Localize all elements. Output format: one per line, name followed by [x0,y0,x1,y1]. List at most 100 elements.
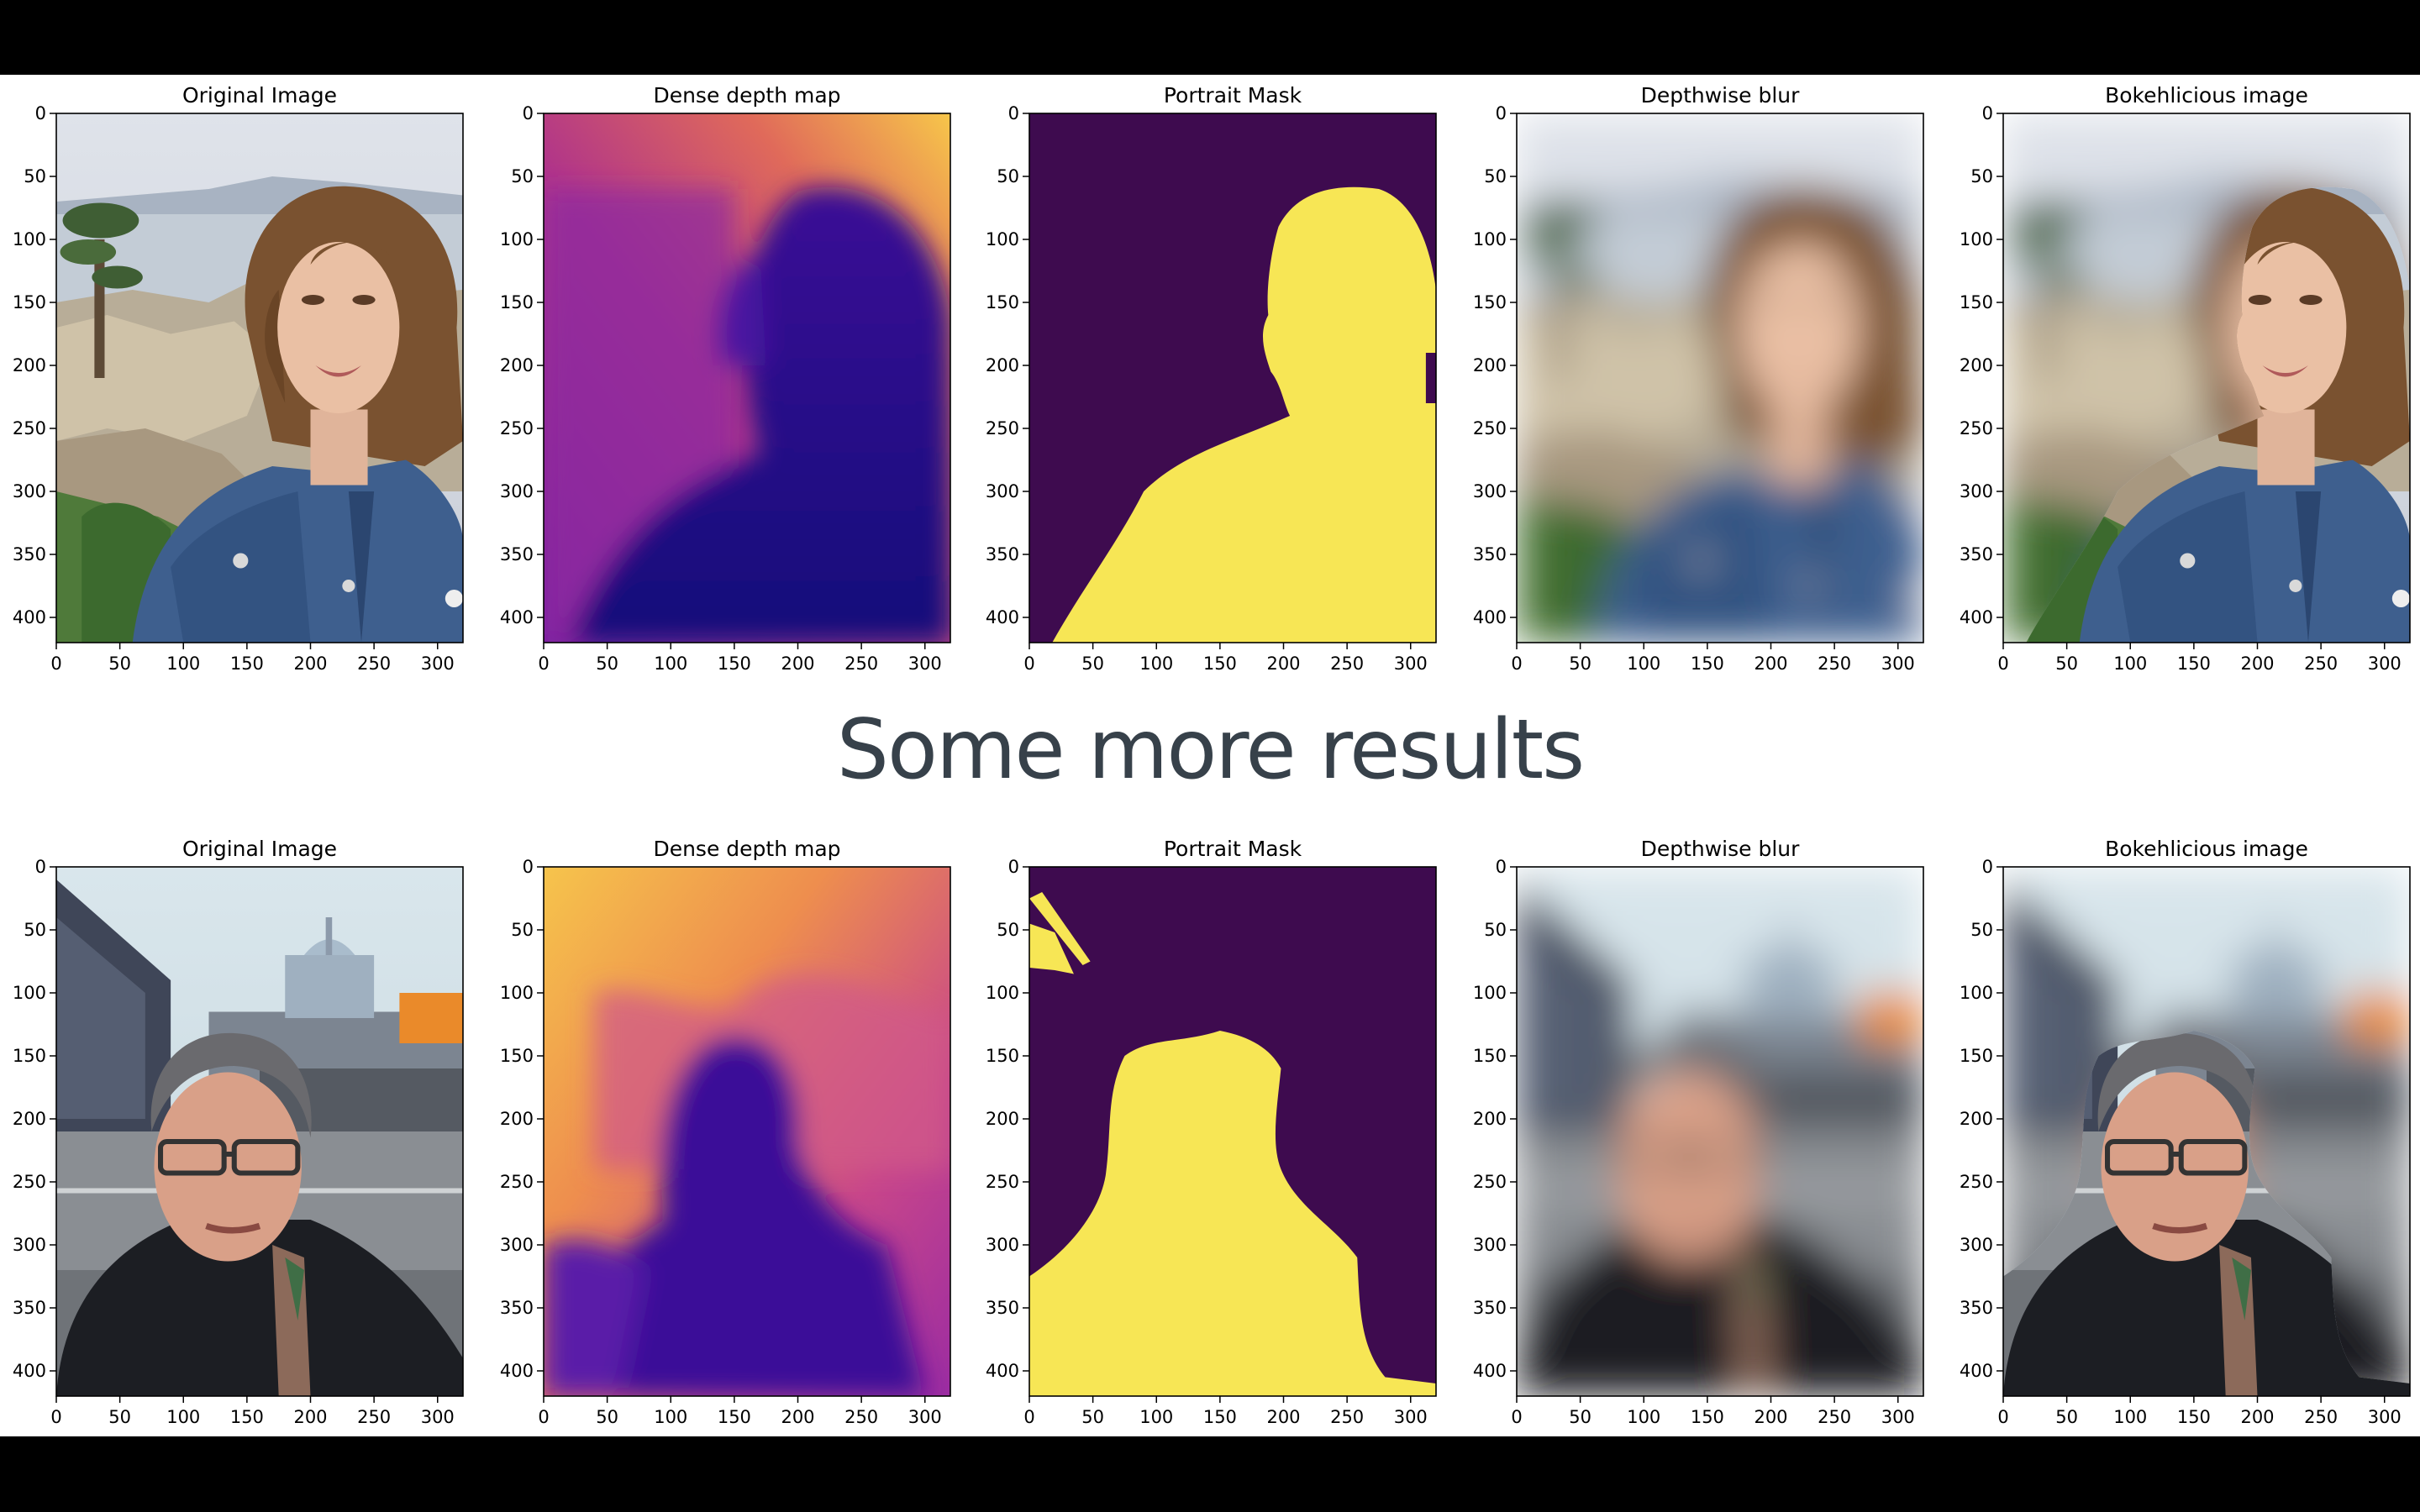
y-tick-label: 0 [523,857,534,877]
axes-frame [1516,113,1924,643]
subplot-image [56,113,463,643]
x-tick-label: 200 [781,654,814,674]
y-tick-label: 300 [13,1235,46,1255]
x-tick-label: 150 [718,1407,751,1427]
x-tick-label: 200 [293,654,327,674]
y-tick-label: 0 [1496,857,1507,877]
x-tick-label: 100 [1627,1407,1660,1427]
x-tick-label: 150 [230,654,264,674]
y-tick-label: 0 [35,857,46,877]
y-tick-label: 200 [986,1109,1019,1129]
x-tick-label: 100 [1139,1407,1173,1427]
x-tick-label: 0 [50,654,61,674]
x-tick-label: 300 [2368,1407,2402,1427]
y-tick-label: 200 [1960,355,1993,375]
y-tick-label: 200 [1473,355,1507,375]
subplot-bokeh: Bokehlicious image 0 50 100 150 200 250 300 0 50 1… [1960,83,2411,674]
y-tick-label: 100 [1473,983,1507,1003]
y-tick-label: 300 [1960,481,1993,501]
y-tick-label: 350 [500,1298,534,1318]
subplot-mask: Portrait Mask 0 50 100 150 200 250 300 0 50 100 150… [986,83,1437,674]
y-tick-label: 300 [13,481,46,501]
y-tick-label: 400 [500,1361,534,1381]
axes-frame [1028,113,1437,643]
x-tick-label: 250 [844,654,878,674]
y-tick-label: 350 [13,1298,46,1318]
x-tick-label: 0 [538,654,549,674]
y-tick-label: 100 [500,229,534,249]
x-tick-label: 50 [2055,1407,2078,1427]
subplot-title: Dense depth map [653,83,840,108]
y-tick-label: 250 [13,418,46,438]
photo-blurred [1517,867,1923,1396]
y-tick-label: 0 [1008,857,1019,877]
subplot-title: Portrait Mask [1164,837,1302,861]
y-tick-label: 200 [1473,1109,1507,1129]
y-tick-label: 50 [511,166,534,186]
y-tick-label: 50 [1970,920,1993,940]
subplot-title: Bokehlicious image [2105,83,2308,108]
x-tick-label: 0 [538,1407,549,1427]
subplot-title: Dense depth map [653,837,840,861]
y-tick-label: 50 [997,920,1019,940]
y-tick-label: 150 [986,292,1019,312]
x-tick-label: 100 [166,1407,200,1427]
x-tick-label: 100 [2113,1407,2147,1427]
x-tick-label: 0 [1997,1407,2008,1427]
y-tick-label: 200 [500,355,534,375]
y-tick-label: 300 [500,481,534,501]
x-tick-label: 300 [421,1407,455,1427]
y-tick-label: 300 [1960,1235,1993,1255]
x-tick-label: 250 [357,654,391,674]
y-tick-label: 50 [1484,166,1507,186]
x-tick-label: 300 [1394,1407,1428,1427]
subplot-image [1517,867,1923,1396]
mask-artifact [1029,892,1091,974]
y-tick-label: 400 [1960,1361,1993,1381]
x-tick-label: 200 [1266,654,1300,674]
y-tick-label: 0 [1008,103,1019,123]
x-tick-label: 150 [1203,1407,1237,1427]
y-tick-label: 250 [1473,1172,1507,1192]
photo-original [56,113,463,643]
y-tick-label: 250 [500,1172,534,1192]
y-tick-label: 250 [1473,418,1507,438]
x-tick-label: 200 [2240,1407,2274,1427]
x-tick-label: 50 [2055,654,2078,674]
x-tick-label: 100 [1139,654,1173,674]
x-tick-label: 300 [1394,654,1428,674]
x-tick-label: 150 [718,654,751,674]
x-tick-label: 100 [166,654,200,674]
y-tick-label: 250 [1960,1172,1993,1192]
y-tick-label: 50 [1970,166,1993,186]
subplot-image [2003,113,2410,643]
axes-frame [543,866,951,1397]
x-tick-label: 50 [1081,1407,1104,1427]
subplot-title: Original Image [182,83,337,108]
subplot-depth: Dense depth map 0 50 100 150 200 250 300 0 50 100 1… [500,83,951,674]
x-tick-label: 300 [908,1407,942,1427]
x-tick-label: 0 [1511,654,1522,674]
subplot-bokeh: Bokehlicious image 0 50 100 150 200 250 300 0 50 1… [1960,837,2411,1427]
y-tick-label: 400 [986,1361,1019,1381]
subplot-depth: Dense depth map 0 50 100 150 200 250 300 0 50 100 1… [500,837,951,1427]
y-tick-label: 0 [1982,103,1993,123]
y-tick-label: 100 [1473,229,1507,249]
y-tick-label: 400 [1473,1361,1507,1381]
x-tick-label: 150 [1691,1407,1724,1427]
y-tick-label: 150 [1473,292,1507,312]
y-tick-label: 50 [511,920,534,940]
subplot-image [1029,113,1437,643]
x-tick-label: 50 [1569,1407,1591,1427]
x-tick-label: 300 [1881,1407,1915,1427]
axes-frame [1516,866,1924,1397]
x-tick-label: 250 [2304,1407,2338,1427]
y-tick-label: 200 [986,355,1019,375]
axes-frame [2002,113,2411,643]
y-tick-label: 150 [1960,1046,1993,1066]
y-tick-label: 250 [500,418,534,438]
x-tick-label: 150 [230,1407,264,1427]
y-tick-label: 400 [13,607,46,627]
x-tick-label: 50 [1081,654,1104,674]
